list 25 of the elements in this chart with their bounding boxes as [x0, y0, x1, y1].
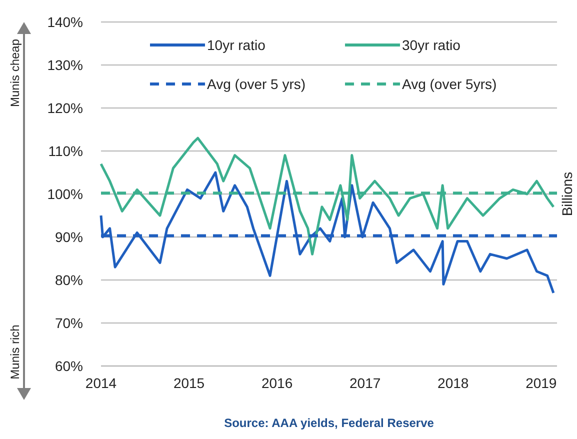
x-tick-label: 2014: [85, 375, 117, 391]
x-tick-label: 2015: [173, 375, 205, 391]
y-tick-label: 120%: [47, 100, 83, 116]
legend-label: 30yr ratio: [402, 36, 461, 53]
x-tick-label: 2018: [438, 375, 469, 391]
x-tick-label: 2016: [261, 375, 293, 391]
source-note: Source: AAA yields, Federal Reserve: [224, 416, 434, 430]
legend-label: Avg (over 5yrs): [402, 76, 497, 92]
y-tick-label: 100%: [47, 186, 83, 202]
y-tick-label: 90%: [54, 228, 83, 245]
y-tick-label: 60%: [54, 358, 83, 374]
y2-axis-title: Billions: [559, 172, 575, 216]
y-tick-label: 70%: [54, 314, 83, 331]
line-series: [100, 171, 555, 294]
y-tick-label: 110%: [48, 142, 83, 159]
y-tick-label: 140%: [47, 14, 83, 30]
x-tick-label: 2017: [350, 375, 381, 391]
y-tick-label: 130%: [47, 56, 83, 73]
y-tick-label: 80%: [54, 272, 83, 288]
x-tick-label: 2019: [526, 375, 557, 391]
legend-label: 10yr ratio: [207, 36, 266, 53]
text: Munis rich: [8, 324, 22, 380]
line-series: [100, 136, 555, 256]
legend-label: Avg (over 5 yrs): [207, 76, 306, 92]
text: Munis cheap: [8, 38, 22, 108]
